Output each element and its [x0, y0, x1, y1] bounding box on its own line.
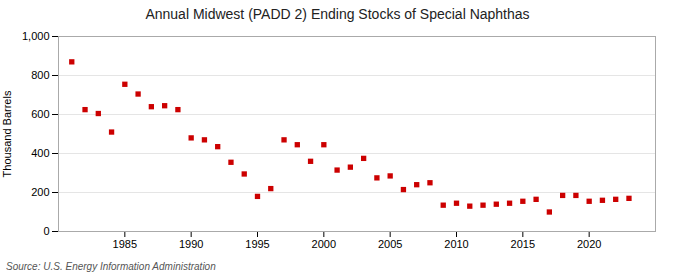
svg-text:2020: 2020	[577, 238, 601, 250]
html-text:Annual Midwest (PADD 2) Ending: Annual Midwest (PADD 2) Ending Stocks of…	[145, 6, 530, 22]
svg-text:1995: 1995	[245, 238, 269, 250]
svg-text:2005: 2005	[378, 238, 402, 250]
svg-text:2015: 2015	[511, 238, 535, 250]
svg-text:2010: 2010	[444, 238, 468, 250]
svg-text:Thousand Barrels: Thousand Barrels	[1, 90, 13, 177]
svg-text:2000: 2000	[312, 238, 336, 250]
svg-text:1,000: 1,000	[22, 30, 50, 42]
svg-text:400: 400	[31, 147, 49, 159]
svg-text:1985: 1985	[113, 238, 137, 250]
svg-text:1990: 1990	[179, 238, 203, 250]
html-text:Source: U.S. Energy Informatio: Source: U.S. Energy Information Administ…	[6, 261, 216, 272]
svg-text:600: 600	[31, 108, 49, 120]
svg-text:0: 0	[43, 225, 49, 237]
svg-text:800: 800	[31, 69, 49, 81]
svg-text:200: 200	[31, 186, 49, 198]
